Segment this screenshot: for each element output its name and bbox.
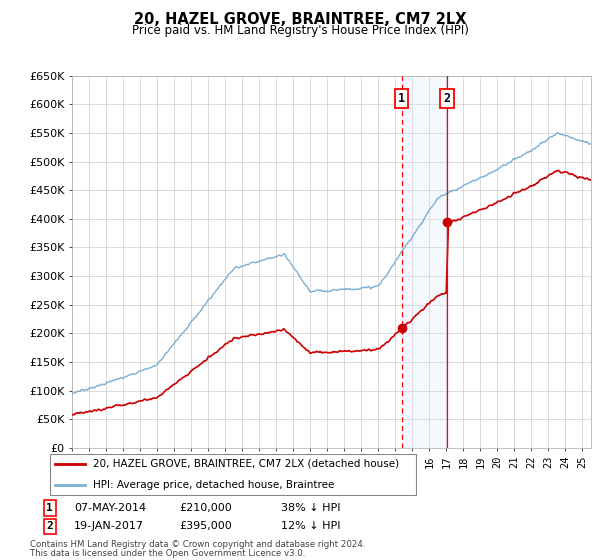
Text: 12% ↓ HPI: 12% ↓ HPI: [281, 521, 340, 531]
Text: £395,000: £395,000: [179, 521, 232, 531]
Text: 38% ↓ HPI: 38% ↓ HPI: [281, 503, 340, 513]
Text: £210,000: £210,000: [179, 503, 232, 513]
FancyBboxPatch shape: [50, 455, 416, 495]
Text: 20, HAZEL GROVE, BRAINTREE, CM7 2LX (detached house): 20, HAZEL GROVE, BRAINTREE, CM7 2LX (det…: [92, 459, 399, 469]
Text: 2: 2: [46, 521, 53, 531]
Text: 07-MAY-2014: 07-MAY-2014: [74, 503, 146, 513]
Text: This data is licensed under the Open Government Licence v3.0.: This data is licensed under the Open Gov…: [30, 549, 305, 558]
Text: Price paid vs. HM Land Registry's House Price Index (HPI): Price paid vs. HM Land Registry's House …: [131, 24, 469, 36]
Text: 1: 1: [398, 92, 405, 105]
Text: 1: 1: [46, 503, 53, 513]
Text: 19-JAN-2017: 19-JAN-2017: [74, 521, 144, 531]
Text: 2: 2: [443, 92, 451, 105]
Bar: [401, 76, 447, 448]
Text: Contains HM Land Registry data © Crown copyright and database right 2024.: Contains HM Land Registry data © Crown c…: [30, 540, 365, 549]
Text: HPI: Average price, detached house, Braintree: HPI: Average price, detached house, Brai…: [92, 480, 334, 489]
Text: 20, HAZEL GROVE, BRAINTREE, CM7 2LX: 20, HAZEL GROVE, BRAINTREE, CM7 2LX: [134, 12, 466, 27]
